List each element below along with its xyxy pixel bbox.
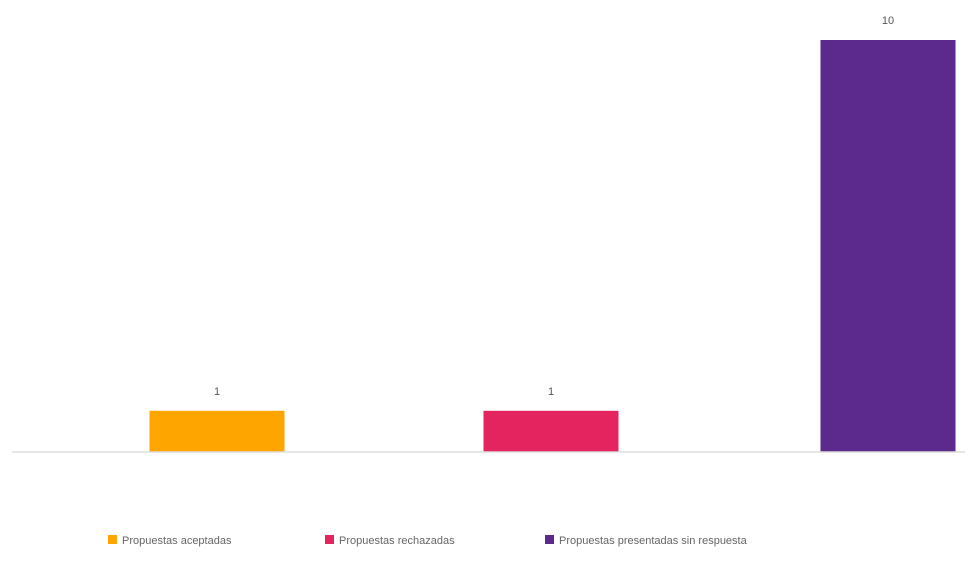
- legend-swatch-1: [108, 535, 117, 544]
- data-label-1: 1: [214, 386, 220, 398]
- data-labels-layer: 1 1 10: [214, 15, 894, 398]
- legend: Propuestas aceptadas Propuestas rechazada…: [108, 535, 748, 547]
- bars-layer: [149, 40, 956, 452]
- legend-label-3: Propuestas presentadas sin respuesta: [559, 535, 748, 547]
- bar-2: [483, 410, 619, 452]
- bar-1: [149, 410, 285, 452]
- legend-swatch-2: [325, 535, 334, 544]
- bar-3: [820, 40, 956, 452]
- legend-label-2: Propuestas rechazadas: [339, 535, 455, 547]
- data-label-3: 10: [882, 15, 894, 27]
- legend-label-1: Propuestas aceptadas: [122, 535, 232, 547]
- legend-swatch-3: [545, 535, 554, 544]
- data-label-2: 1: [548, 386, 554, 398]
